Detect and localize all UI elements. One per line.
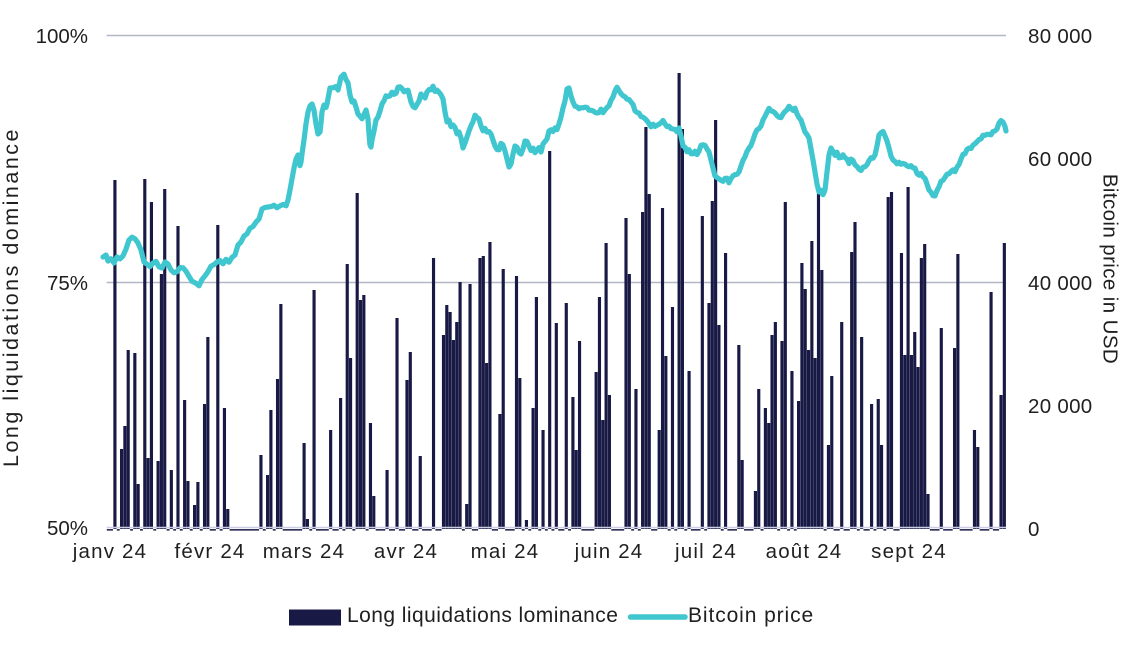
svg-text:75%: 75% — [47, 272, 88, 295]
svg-text:100%: 100% — [36, 25, 88, 48]
svg-text:20 000: 20 000 — [1028, 395, 1093, 418]
svg-text:0: 0 — [1028, 518, 1040, 541]
svg-text:Bitcoin price: Bitcoin price — [688, 604, 814, 627]
svg-text:80 000: 80 000 — [1028, 25, 1093, 48]
svg-text:août 24: août 24 — [766, 540, 843, 563]
svg-text:sept 24: sept 24 — [871, 540, 947, 563]
svg-text:40 000: 40 000 — [1028, 272, 1093, 295]
svg-text:mai 24: mai 24 — [471, 540, 540, 563]
svg-text:Bitcoin price in USD: Bitcoin price in USD — [1099, 174, 1122, 364]
svg-text:janv 24: janv 24 — [72, 540, 148, 563]
svg-text:Long liquidations dominance: Long liquidations dominance — [0, 127, 23, 467]
svg-text:mars 24: mars 24 — [263, 540, 345, 563]
svg-text:50%: 50% — [47, 517, 88, 540]
svg-text:juil 24: juil 24 — [674, 540, 737, 563]
svg-text:60 000: 60 000 — [1028, 148, 1093, 171]
svg-text:févr 24: févr 24 — [174, 540, 245, 563]
svg-text:juin 24: juin 24 — [574, 540, 644, 563]
svg-text:avr 24: avr 24 — [374, 540, 438, 563]
svg-text:Long liquidations lominance: Long liquidations lominance — [347, 604, 618, 627]
